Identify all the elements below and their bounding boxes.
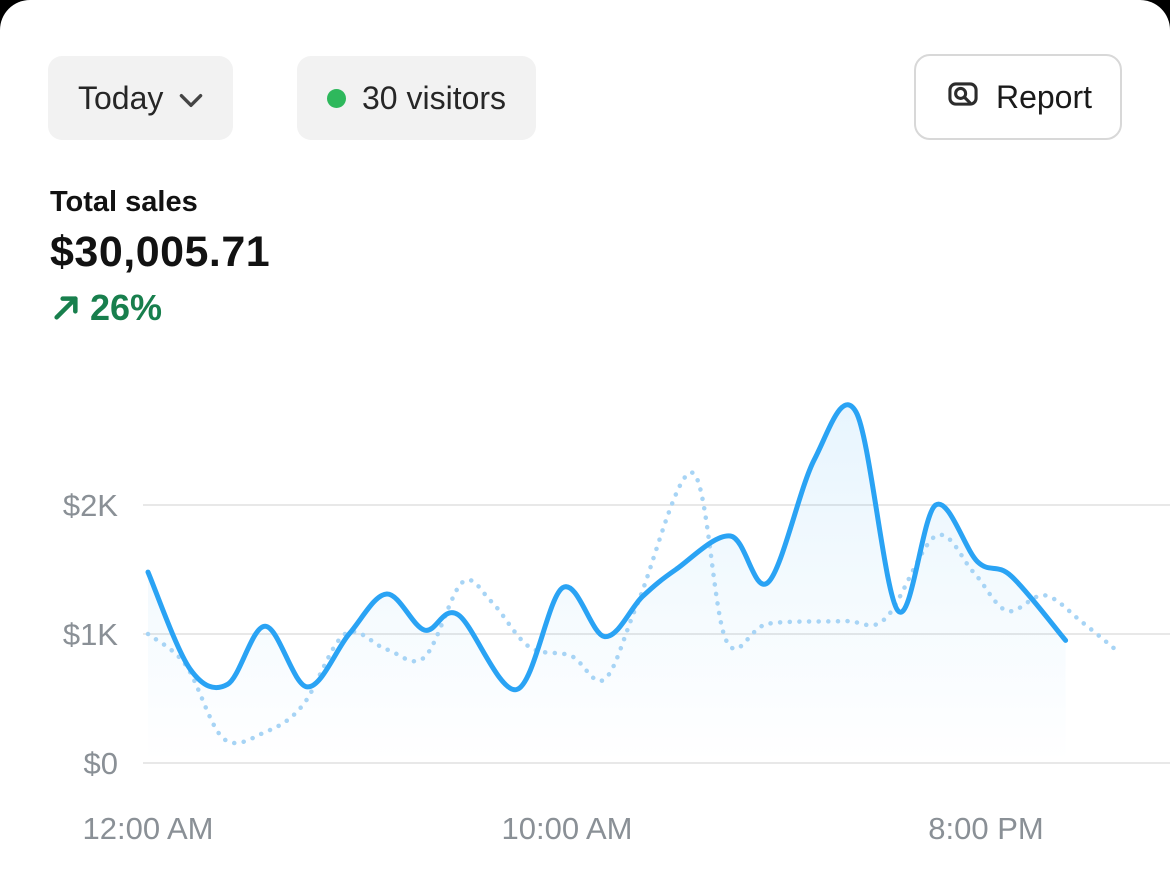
date-range-label: Today [78, 79, 164, 116]
chevron-down-icon [179, 93, 203, 108]
metric-title: Total sales [50, 186, 198, 218]
y-axis-label: $1K [63, 617, 118, 652]
y-axis-label: $2K [63, 488, 118, 523]
live-visitors-badge[interactable]: 30 visitors [297, 56, 537, 140]
metric-value: $30,005.71 [50, 228, 271, 276]
live-visitors-dot-icon [327, 88, 346, 108]
report-icon [944, 78, 982, 116]
live-visitors-label: 30 visitors [362, 79, 507, 116]
metric-change-label: 26% [90, 287, 163, 328]
x-axis-label: 10:00 AM [502, 811, 633, 846]
current-period-area [148, 404, 1066, 763]
report-label: Report [995, 78, 1092, 115]
current-period-line [145, 402, 1069, 692]
total-sales-metric: Total sales $30,005.71 26% [50, 186, 270, 329]
date-range-selector[interactable]: Today [48, 56, 234, 140]
y-axis-label: $0 [84, 746, 118, 781]
x-axis-label: 8:00 PM [928, 811, 1043, 846]
report-button[interactable]: Report [913, 54, 1122, 140]
metric-change: 26% [50, 287, 270, 329]
sales-chart[interactable]: $0 $1K $2K 12:00 AM 10:00 AM 8:00 PM [0, 388, 1170, 858]
trend-up-arrow-icon [50, 292, 82, 324]
x-axis-label: 12:00 AM [83, 811, 214, 846]
